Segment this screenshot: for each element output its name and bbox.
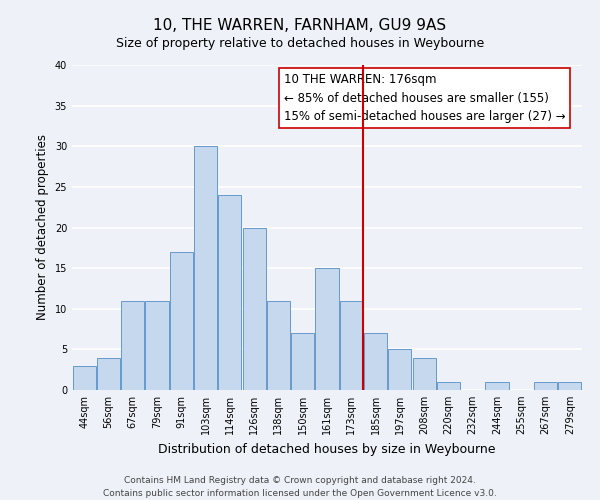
Bar (388, 350, 412, 390)
Bar (413, 358, 436, 390)
Bar (485, 382, 509, 390)
Bar (170, 252, 193, 390)
Text: Size of property relative to detached houses in Weybourne: Size of property relative to detached ho… (116, 38, 484, 51)
Bar (121, 300, 144, 390)
Text: Contains HM Land Registry data © Crown copyright and database right 2024.
Contai: Contains HM Land Registry data © Crown c… (103, 476, 497, 498)
Bar (316, 268, 338, 390)
Bar (340, 300, 363, 390)
Bar (73, 366, 95, 390)
Bar (267, 300, 290, 390)
Bar (97, 358, 120, 390)
Text: 10 THE WARREN: 176sqm
← 85% of detached houses are smaller (155)
15% of semi-det: 10 THE WARREN: 176sqm ← 85% of detached … (284, 73, 565, 123)
Bar (291, 333, 314, 390)
Bar (534, 382, 557, 390)
Bar (242, 228, 266, 390)
Bar (194, 146, 217, 390)
Text: 10, THE WARREN, FARNHAM, GU9 9AS: 10, THE WARREN, FARNHAM, GU9 9AS (154, 18, 446, 32)
Y-axis label: Number of detached properties: Number of detached properties (36, 134, 49, 320)
Bar (364, 333, 387, 390)
Bar (437, 382, 460, 390)
Bar (218, 195, 241, 390)
Bar (145, 300, 169, 390)
X-axis label: Distribution of detached houses by size in Weybourne: Distribution of detached houses by size … (158, 442, 496, 456)
Bar (559, 382, 581, 390)
